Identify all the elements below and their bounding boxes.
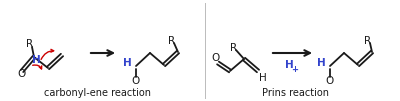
Text: O: O	[211, 53, 219, 63]
Text: H: H	[285, 60, 293, 70]
Text: O: O	[132, 76, 140, 86]
Text: +: +	[292, 66, 298, 75]
Text: carbonyl-ene reaction: carbonyl-ene reaction	[44, 88, 152, 98]
Text: H: H	[32, 55, 40, 65]
Text: O: O	[18, 69, 26, 79]
Text: O: O	[326, 76, 334, 86]
FancyArrowPatch shape	[41, 49, 54, 59]
Text: R: R	[230, 43, 238, 53]
Text: Prins reaction: Prins reaction	[262, 88, 328, 98]
Text: R: R	[364, 36, 372, 46]
Text: R: R	[168, 36, 176, 46]
Text: H: H	[123, 58, 131, 68]
Text: H: H	[259, 73, 267, 83]
FancyArrowPatch shape	[33, 65, 42, 69]
Text: R: R	[26, 39, 34, 49]
Text: H: H	[317, 58, 325, 68]
